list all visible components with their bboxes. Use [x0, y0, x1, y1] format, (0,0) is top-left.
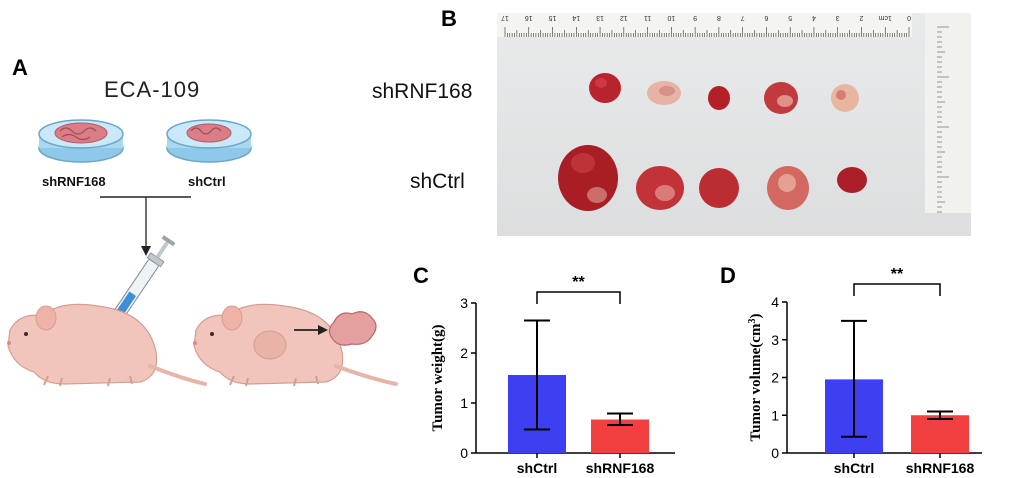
ruler-number: 5	[788, 14, 792, 21]
tumor-row-bottom	[558, 145, 867, 211]
significance-bracket	[853, 283, 941, 296]
ruler-number: 8	[717, 14, 721, 21]
ruler-number: 12	[620, 14, 628, 21]
down-arrow-icon	[141, 246, 151, 256]
ruler-numbers: 17 16 15 14 13 12 11 10 9 8 7 6 5 4 3 2 1cm 0	[501, 14, 911, 21]
panel-a-schematic: ECA-109	[0, 0, 420, 478]
ruler-number: 1cm	[878, 14, 891, 21]
y-axis-label: Tumor volume(cm3)	[747, 314, 765, 442]
ruler-number: 10	[667, 14, 675, 21]
panel-a-illustration	[7, 119, 398, 387]
bar-shrnf168	[911, 415, 969, 453]
ruler-number: 16	[525, 14, 533, 21]
ruler-number: 7	[741, 14, 745, 21]
row-label-shrnf168: shRNF168	[372, 80, 473, 103]
y-tick-label: 3	[460, 295, 468, 311]
ruler-number: 9	[693, 14, 697, 21]
ruler-number: 0	[907, 14, 911, 21]
panel-letter-a: A	[12, 55, 28, 80]
ruler-number: 17	[501, 14, 509, 21]
ruler-ticks	[504, 27, 910, 37]
panel-letter-c: C	[413, 263, 429, 288]
cell-line-label: ECA-109	[104, 77, 201, 102]
chart-tumor-weight: 0 1 2 3 Tumor weight(g) shCtrl shRNF168 **	[430, 274, 675, 476]
ruler-number: 2	[859, 14, 863, 21]
significance-bracket	[536, 291, 621, 304]
tumor-row-top	[589, 73, 859, 114]
panel-letter-d: D	[720, 263, 736, 288]
tumor-photo: 17 16 15 14 13 12 11 10 9 8 7 6 5 4 3 2 1cm 0	[497, 13, 971, 236]
y-tick-label: 4	[771, 294, 779, 310]
y-tick-label: 0	[460, 445, 468, 461]
y-tick-label: 3	[771, 332, 779, 348]
excised-tumor-icon	[328, 311, 377, 346]
ruler-number: 14	[572, 14, 580, 21]
mouse-left	[7, 303, 207, 387]
row-label-shctrl: shCtrl	[410, 170, 465, 193]
right-arrow-icon	[318, 325, 328, 335]
petri-dish-right	[166, 119, 252, 163]
y-tick-label: 1	[460, 395, 468, 411]
ruler-number: 4	[812, 14, 816, 21]
panel-letter-b: B	[441, 6, 457, 31]
ruler-number: 6	[764, 14, 768, 21]
mouse-right	[193, 303, 398, 387]
dish-left-label: shRNF168	[42, 174, 106, 189]
tumor	[699, 168, 739, 208]
ruler-right	[925, 13, 971, 213]
x-tick-label: shRNF168	[586, 460, 655, 476]
significance-label: **	[572, 274, 585, 291]
x-tick-label: shRNF168	[906, 460, 975, 476]
petri-dish-left	[38, 119, 124, 163]
y-axis-label: Tumor weight(g)	[430, 324, 446, 431]
tumor	[837, 167, 867, 193]
significance-label: **	[891, 266, 904, 283]
y-tick-label: 1	[771, 407, 779, 423]
ruler-number: 3	[836, 14, 840, 21]
tumor	[589, 73, 621, 103]
x-tick-label: shCtrl	[517, 460, 557, 476]
chart-tumor-volume: 0 1 2 3 4 Tumor volume(cm3) shCtrl shRNF168 **	[747, 266, 982, 476]
ruler-number: 13	[596, 14, 604, 21]
ruler-number: 15	[549, 14, 557, 21]
x-tick-label: shCtrl	[834, 460, 874, 476]
y-tick-label: 2	[771, 370, 779, 386]
y-tick-label: 2	[460, 345, 468, 361]
y-tick-label: 0	[771, 445, 779, 461]
ruler-number: 11	[644, 14, 651, 21]
dish-right-label: shCtrl	[188, 174, 226, 189]
vruler-ticks	[937, 26, 949, 213]
tumor	[708, 86, 730, 110]
